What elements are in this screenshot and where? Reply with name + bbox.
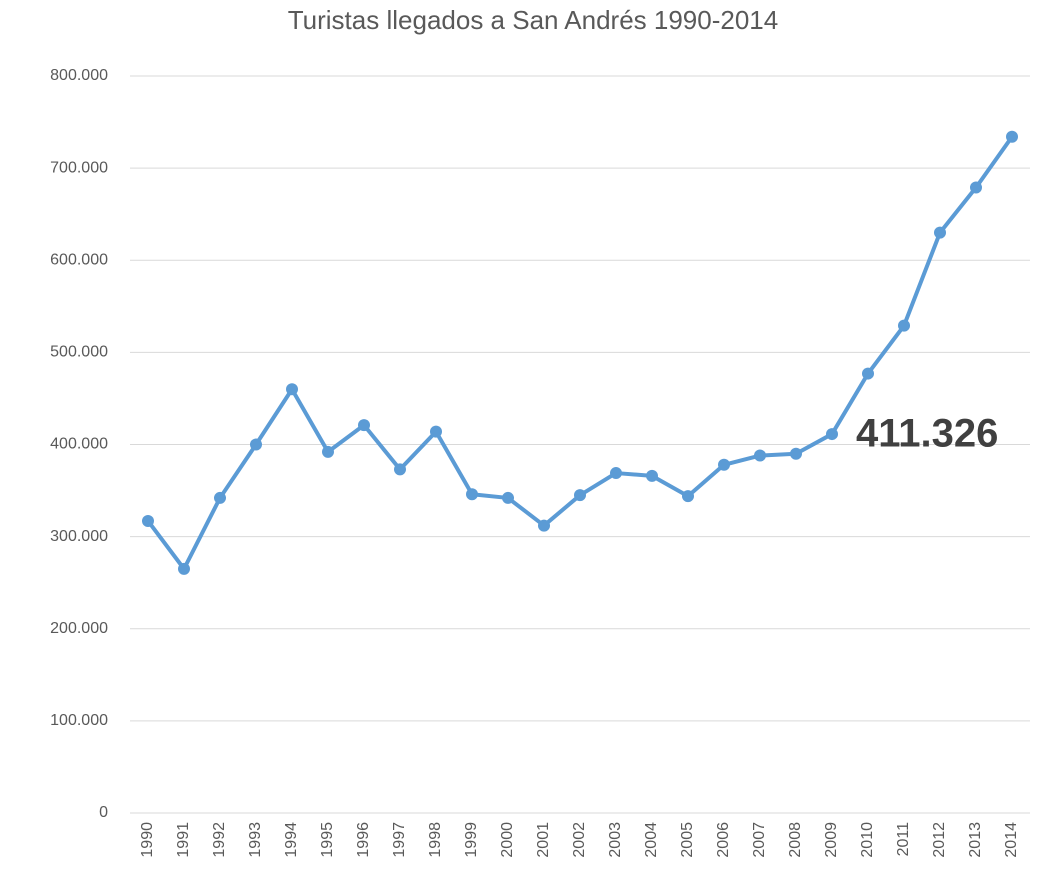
x-tick-label: 2000 [499, 822, 516, 858]
marker [502, 491, 514, 504]
x-tick-label: 2004 [643, 822, 660, 858]
y-tick-label: 100.000 [50, 712, 108, 729]
marker [790, 447, 802, 460]
x-tick-label: 2001 [535, 822, 552, 858]
y-tick-label: 300.000 [50, 528, 108, 545]
x-tick-label: 1999 [463, 822, 480, 858]
x-tick-label: 2008 [787, 822, 804, 858]
marker [646, 469, 658, 482]
y-tick-label: 500.000 [50, 344, 108, 361]
x-tick-label: 2011 [895, 822, 912, 857]
x-tick-label: 1998 [427, 822, 444, 858]
x-tick-label: 1993 [247, 822, 264, 858]
y-tick-label: 0 [99, 804, 108, 821]
marker [610, 467, 622, 480]
marker [214, 491, 226, 504]
marker [1006, 130, 1018, 143]
marker [682, 490, 694, 503]
x-tick-label: 2007 [751, 822, 768, 858]
marker [178, 562, 190, 575]
x-tick-label: 1992 [211, 822, 228, 858]
marker [394, 463, 406, 476]
marker [718, 458, 730, 471]
y-tick-label: 200.000 [50, 620, 108, 637]
x-tick-label: 2005 [679, 822, 696, 858]
marker [358, 419, 370, 432]
marker [466, 488, 478, 501]
marker [862, 367, 874, 380]
x-tick-label: 1994 [283, 822, 300, 858]
marker [322, 445, 334, 458]
marker [970, 181, 982, 194]
chart-title: Turistas llegados a San Andrés 1990-2014 [288, 5, 778, 35]
marker [430, 425, 442, 438]
x-tick-label: 1995 [319, 822, 336, 858]
x-tick-label: 2012 [931, 822, 948, 858]
marker [754, 449, 766, 462]
y-tick-label: 800.000 [50, 67, 108, 84]
y-tick-label: 400.000 [50, 436, 108, 453]
x-tick-label: 2013 [967, 822, 984, 858]
y-tick-label: 600.000 [50, 251, 108, 268]
x-tick-label: 2014 [1003, 822, 1020, 858]
x-tick-label: 1990 [139, 822, 156, 858]
marker [538, 519, 550, 532]
marker [898, 319, 910, 332]
marker [286, 383, 298, 396]
x-tick-label: 1996 [355, 822, 372, 858]
y-tick-label: 700.000 [50, 159, 108, 176]
data-label: 411.326 [856, 412, 998, 456]
marker [250, 438, 262, 451]
marker [826, 428, 838, 441]
marker [574, 489, 586, 502]
x-tick-label: 2002 [571, 822, 588, 858]
x-tick-label: 2009 [823, 822, 840, 858]
x-tick-label: 2010 [859, 822, 876, 858]
marker [142, 514, 154, 527]
x-tick-label: 2003 [607, 822, 624, 858]
x-tick-label: 1997 [391, 822, 408, 858]
marker [934, 226, 946, 239]
x-tick-label: 2006 [715, 822, 732, 858]
x-tick-label: 1991 [175, 822, 192, 858]
